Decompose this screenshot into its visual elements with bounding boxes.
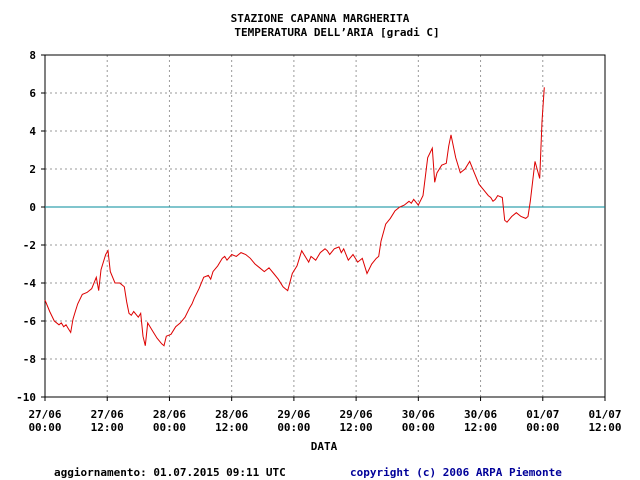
y-tick-label: -4 — [23, 277, 37, 290]
x-tick-time-label: 12:00 — [340, 421, 373, 434]
x-tick-time-label: 12:00 — [91, 421, 124, 434]
y-tick-label: 8 — [29, 49, 36, 62]
x-tick-date-label: 28/06 — [215, 408, 248, 421]
x-tick-time-label: 12:00 — [215, 421, 248, 434]
chart-title: STAZIONE CAPANNA MARGHERITA — [230, 12, 410, 25]
x-tick-date-label: 27/06 — [91, 408, 124, 421]
x-tick-date-label: 01/07 — [526, 408, 559, 421]
x-tick-time-label: 00:00 — [28, 421, 61, 434]
x-tick-date-label: 29/06 — [277, 408, 310, 421]
x-tick-date-label: 30/06 — [464, 408, 497, 421]
x-tick-time-label: 00:00 — [153, 421, 186, 434]
x-tick-time-label: 00:00 — [526, 421, 559, 434]
update-timestamp: aggiornamento: 01.07.2015 09:11 UTC — [54, 466, 286, 479]
grid — [45, 55, 605, 397]
x-tick-date-label: 01/07 — [588, 408, 621, 421]
x-tick-date-label: 29/06 — [340, 408, 373, 421]
x-tick-date-label: 30/06 — [402, 408, 435, 421]
y-tick-label: -6 — [23, 315, 37, 328]
series-layer — [44, 87, 605, 347]
y-tick-label: 0 — [29, 201, 36, 214]
chart-subtitle: TEMPERATURA DELL’ARIA [gradi C] — [234, 26, 440, 39]
x-tick-time-label: 00:00 — [277, 421, 310, 434]
copyright-text: copyright (c) 2006 ARPA Piemonte — [350, 466, 562, 479]
y-tick-label: -2 — [23, 239, 36, 252]
y-tick-label: 2 — [29, 163, 36, 176]
x-tick-date-label: 28/06 — [153, 408, 186, 421]
axes — [41, 54, 606, 401]
x-tick-date-label: 27/06 — [28, 408, 61, 421]
plot-frame — [44, 54, 606, 398]
x-axis-label: DATA — [310, 440, 338, 453]
x-tick-time-label: 00:00 — [402, 421, 435, 434]
x-tick-time-label: 12:00 — [464, 421, 497, 434]
x-tick-time-label: 12:00 — [588, 421, 621, 434]
tick-labels: -10-8-6-4-20246827/0600:0027/0612:0028/0… — [16, 49, 621, 434]
y-tick-label: -8 — [23, 353, 36, 366]
temperature-series-line — [44, 87, 545, 347]
y-tick-label: 4 — [29, 125, 36, 138]
y-tick-label: -10 — [16, 391, 36, 404]
y-tick-label: 6 — [29, 87, 36, 100]
